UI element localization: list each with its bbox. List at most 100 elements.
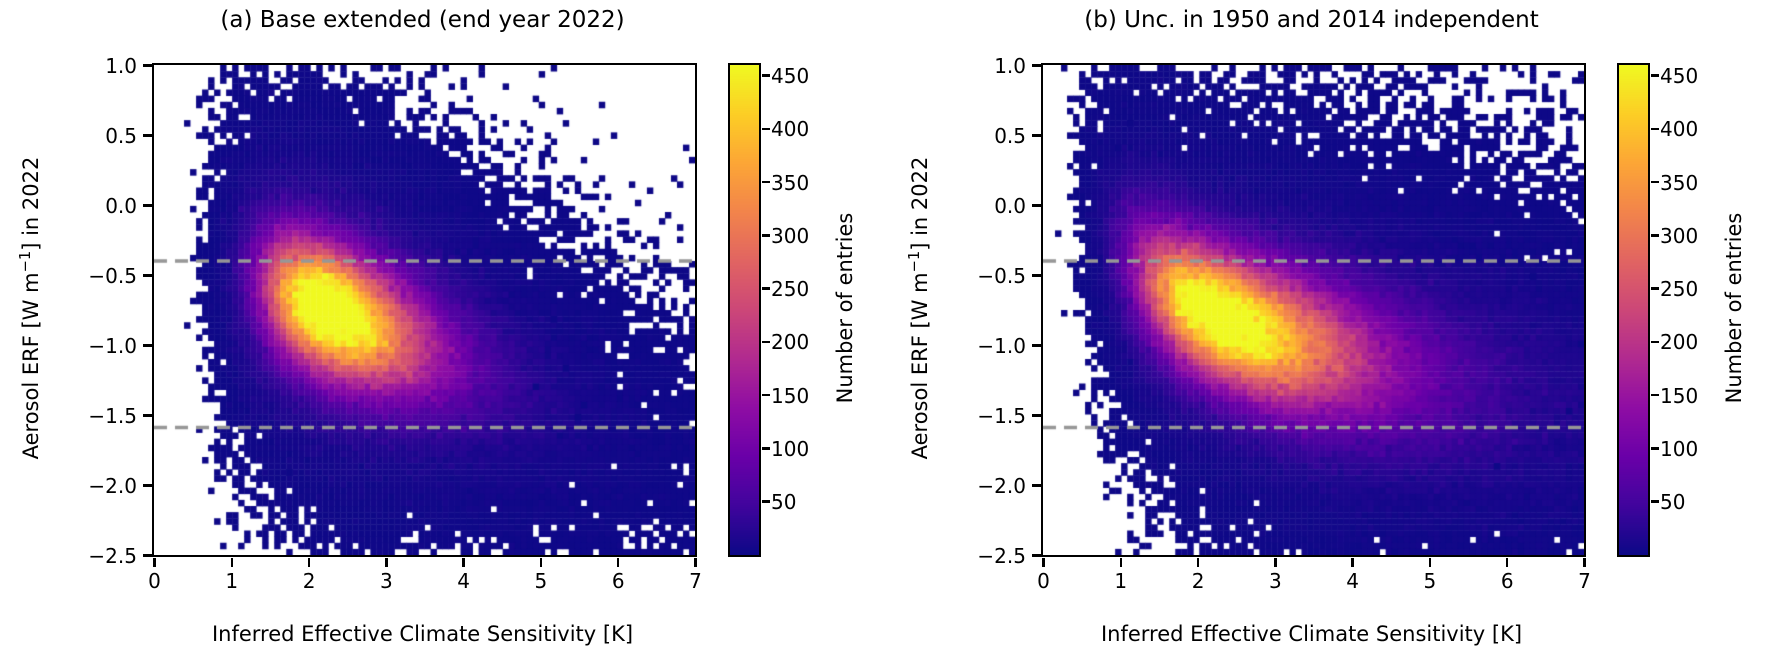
panel-a-colorbar-label: Number of entries [833, 212, 857, 404]
x-tick-label: 0 [1037, 569, 1050, 593]
colorbar-tick-label: 250 [771, 277, 810, 302]
panel-b: (b) Unc. in 1950 and 2014 independent Ae… [889, 0, 1768, 667]
y-tick-label: −2.5 [88, 543, 137, 568]
x-tick [1119, 558, 1123, 567]
y-tick-label: −0.5 [88, 263, 137, 288]
colorbar-tick [1650, 340, 1659, 344]
y-tick-label: 0.0 [105, 193, 137, 218]
colorbar-tick-label: 400 [1660, 117, 1699, 142]
y-tick-label: −0.5 [977, 263, 1026, 288]
panel-a-colorbar-gradient [730, 65, 759, 555]
x-tick-label: 1 [1114, 569, 1128, 593]
x-tick [1274, 558, 1277, 567]
colorbar-tick [1650, 393, 1659, 397]
x-tick [1196, 558, 1200, 567]
panel-b-y-axis-label: Aerosol ERF [W m−1] in 2022 [906, 157, 932, 460]
x-tick [462, 558, 465, 567]
x-tick [307, 558, 311, 567]
y-tick [1032, 484, 1041, 487]
y-tick [1032, 274, 1041, 277]
x-tick-label: 2 [1191, 569, 1205, 593]
y-tick [143, 344, 152, 347]
x-tick [694, 558, 697, 567]
panel-a-plot-area [152, 63, 697, 557]
y-label-text-suffix: ] in 2022 [19, 156, 43, 251]
y-label-superscript: −1 [906, 250, 923, 273]
y-tick [143, 204, 152, 207]
x-tick-label: 7 [689, 569, 702, 593]
colorbar-tick-label: 200 [1660, 330, 1699, 355]
panel-a-title: (a) Base extended (end year 2022) [220, 7, 625, 33]
y-tick-label: −1.0 [88, 333, 137, 358]
panel-a-x-axis-label: Inferred Effective Climate Sensitivity [… [211, 622, 634, 646]
panel-a-y-axis-label: Aerosol ERF [W m−1] in 2022 [17, 157, 43, 460]
colorbar-tick-label: 350 [771, 170, 810, 195]
colorbar-tick [761, 393, 770, 397]
y-tick-label: −1.5 [977, 403, 1026, 428]
y-label-superscript: −1 [17, 250, 34, 273]
colorbar-tick [761, 74, 770, 77]
y-tick [1032, 134, 1041, 137]
colorbar-tick-label: 450 [1660, 64, 1699, 89]
colorbar-tick [761, 340, 770, 344]
y-label-text: Aerosol ERF [W m [19, 272, 43, 460]
x-tick-label: 7 [1578, 569, 1591, 593]
colorbar-tick-label: 50 [771, 490, 797, 515]
x-tick [153, 558, 156, 567]
x-tick-label: 1 [225, 569, 239, 593]
x-tick-label: 5 [534, 569, 548, 593]
colorbar-tick-label: 350 [1660, 170, 1699, 195]
x-tick-label: 0 [148, 569, 161, 593]
y-tick-label: 1.0 [105, 53, 137, 78]
colorbar-tick-label: 300 [1660, 223, 1699, 248]
panel-b-title: (b) Unc. in 1950 and 2014 independent [1084, 7, 1539, 33]
y-tick-label: 0.5 [105, 123, 137, 148]
y-tick-label: −1.0 [977, 333, 1026, 358]
y-tick [1032, 554, 1041, 557]
colorbar-tick-label: 100 [771, 436, 810, 461]
x-tick [1351, 558, 1354, 567]
colorbar-tick [761, 447, 770, 450]
colorbar-tick [1650, 234, 1659, 237]
y-tick [143, 274, 152, 277]
panel-a-heatmap [154, 65, 695, 555]
x-tick-label: 3 [1268, 569, 1282, 593]
colorbar-tick [761, 287, 770, 290]
y-label-text: Aerosol ERF [W m [908, 272, 932, 460]
panel-b-plot-area [1041, 63, 1586, 557]
y-label-text-suffix: ] in 2022 [908, 156, 932, 251]
colorbar-tick-label: 150 [771, 383, 810, 408]
y-tick-label: 1.0 [994, 53, 1026, 78]
panel-b-colorbar-gradient [1619, 65, 1648, 555]
panel-a: (a) Base extended (end year 2022) Aeroso… [17, 7, 857, 646]
x-tick [385, 558, 388, 567]
y-tick [143, 134, 152, 137]
colorbar-tick [761, 127, 770, 131]
panel-b-x-axis-label: Inferred Effective Climate Sensitivity [… [1100, 622, 1523, 646]
y-tick [143, 64, 152, 67]
x-tick-label: 6 [1500, 569, 1514, 593]
colorbar-tick-label: 100 [1660, 436, 1699, 461]
y-tick [143, 484, 152, 487]
y-tick [1032, 414, 1041, 417]
x-tick-label: 6 [611, 569, 625, 593]
colorbar-tick-label: 250 [1660, 277, 1699, 302]
y-tick [143, 554, 152, 557]
colorbar-tick [1650, 74, 1659, 77]
y-tick [1032, 344, 1041, 347]
panel-b-colorbar [1617, 63, 1659, 557]
y-tick-label: −2.0 [88, 473, 137, 498]
x-tick-label: 4 [457, 569, 471, 593]
colorbar-tick [1650, 447, 1659, 450]
colorbar-tick-label: 200 [771, 330, 810, 355]
colorbar-tick [1650, 127, 1659, 131]
panel-a-colorbar [728, 63, 770, 557]
colorbar-tick [761, 234, 770, 237]
x-tick [1583, 558, 1586, 567]
x-tick [1505, 558, 1509, 567]
x-tick [1428, 558, 1432, 567]
x-tick-label: 2 [302, 569, 316, 593]
x-tick [539, 558, 543, 567]
panel-b-heatmap [1043, 65, 1584, 555]
